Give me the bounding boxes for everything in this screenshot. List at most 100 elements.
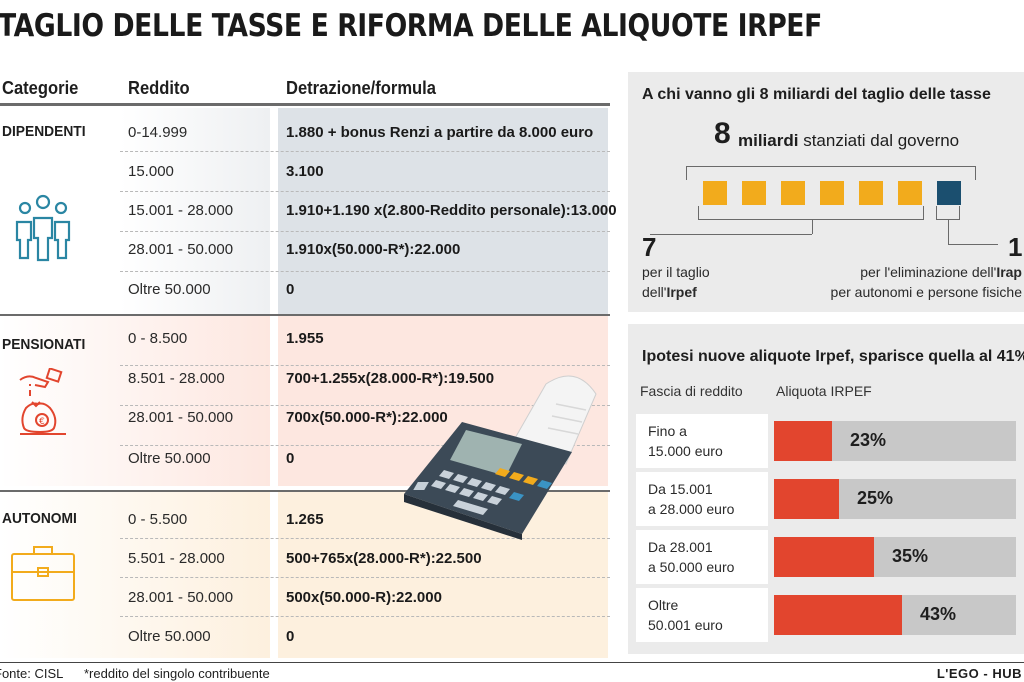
svg-text:€: €	[39, 417, 45, 427]
category-label: Fino a 15.000 euro	[636, 414, 768, 468]
reddito-cell: Oltre 50.000	[128, 628, 211, 645]
bar-track: 35%	[774, 537, 1016, 577]
x-axis-label: Fascia di reddito	[640, 383, 743, 399]
formula-column-bg-yellow	[278, 490, 608, 658]
section-autonomi: AUTONOMI 0 - 5.500 1.265 5.501 - 28.000 …	[0, 500, 610, 658]
bar	[774, 595, 902, 635]
formula-column-bg-blue	[278, 108, 608, 314]
irpef-note-line2: dell'Irpef	[642, 282, 710, 302]
table-row: 15.001 - 28.000 1.910+1.190 x(2.800-Redd…	[120, 192, 617, 232]
reddito-cell: 5.501 - 28.000	[128, 550, 225, 567]
total-description: stanziati dal governo	[803, 131, 960, 150]
money-bag-icon: €	[19, 368, 66, 435]
irap-note-bold: Irap	[996, 264, 1022, 280]
formula-cell: 1.910+1.190 x(2.800-Reddito personale):1…	[286, 202, 617, 219]
bar-track: 23%	[774, 421, 1016, 461]
table-row: Oltre 50.000 0	[120, 617, 610, 658]
table-row: 0 - 8.500 1.955	[120, 326, 610, 366]
bar-track: 43%	[774, 595, 1016, 635]
category-label: Da 28.001 a 50.000 euro	[636, 530, 768, 584]
irpef-bracket-stem	[812, 220, 813, 234]
people-icon	[15, 194, 71, 262]
irap-bracket	[936, 206, 960, 220]
table-row: Oltre 50.000 0	[120, 446, 610, 486]
reddito-cell: 15.001 - 28.000	[128, 202, 234, 219]
category-line: Oltre	[648, 597, 679, 613]
reddito-cell: 0-14.999	[128, 124, 188, 141]
formula-cell: 1.880 + bonus Renzi a partire da 8.000 e…	[286, 124, 594, 141]
table-row: 28.001 - 50.000 500x(50.000-R):22.000	[120, 578, 610, 617]
header-reddito: Reddito	[128, 78, 190, 98]
reddito-cell: 0 - 8.500	[128, 330, 188, 347]
irpef-square	[703, 181, 727, 205]
bar-value-label: 35%	[892, 546, 929, 566]
irpef-bracket-leader	[650, 234, 812, 235]
irpef-square	[781, 181, 805, 205]
brand-logo: L'EGO - HUB	[936, 666, 1022, 681]
reddito-column-bg-red	[0, 314, 270, 486]
reddito-cell: 8.501 - 28.000	[128, 370, 225, 387]
section-divider	[0, 490, 610, 492]
section-dipendenti: DIPENDENTI 0-14.999 1.880 + bonus Renzi …	[0, 112, 617, 312]
section-pensionati: PENSIONATI € 0 - 8.500 1.955 8.501 - 28.…	[0, 326, 610, 486]
formula-cell: 700+1.255x(28.000-R*):19.500	[286, 370, 495, 387]
formula-cell: 500x(50.000-R):22.000	[286, 589, 442, 606]
irpef-note-prefix: dell'	[642, 284, 667, 300]
total-unit: miliardi	[738, 131, 799, 150]
irap-note-prefix: per l'eliminazione dell'	[860, 264, 997, 280]
table-row: 15.000 3.100	[120, 152, 610, 192]
irpef-square	[859, 181, 883, 205]
irap-note: per l'eliminazione dell'Irap per autonom…	[828, 262, 1022, 302]
bar-value-label: 23%	[850, 430, 887, 450]
irpef-square	[898, 181, 922, 205]
category-label: Da 15.001 a 28.000 euro	[636, 472, 768, 526]
irap-bracket-stem	[948, 220, 949, 244]
irpef-bracket	[698, 206, 924, 220]
irap-note-line2: per autonomi e persone fisiche	[830, 284, 1022, 300]
header-categorie: Categorie	[2, 78, 79, 98]
table-row: 0 - 5.500 1.265	[120, 500, 610, 539]
irpef-note-line1: per il taglio	[642, 264, 710, 280]
bar	[774, 479, 839, 519]
allocation-title: A chi vanno gli 8 miliardi del taglio de…	[642, 86, 991, 103]
table-row: 0-14.999 1.880 + bonus Renzi a partire d…	[120, 112, 610, 152]
reddito-column-bg-yellow	[0, 490, 270, 658]
formula-cell: 0	[286, 281, 295, 298]
table-row: 8.501 - 28.000 700+1.255x(28.000-R*):19.…	[120, 366, 610, 406]
reddito-cell: 28.001 - 50.000	[128, 409, 234, 426]
source-note: Fonte: CISL	[0, 666, 64, 681]
reddito-cell: Oltre 50.000	[128, 281, 211, 298]
briefcase-icon	[11, 546, 75, 601]
category-text: Fino a 15.000 euro	[648, 421, 723, 461]
formula-cell: 1.265	[286, 511, 324, 528]
reddito-cell: 28.001 - 50.000	[128, 241, 234, 258]
formula-cell: 1.910x(50.000-R*):22.000	[286, 241, 461, 258]
section-divider	[0, 314, 610, 316]
category-line: 15.000 euro	[648, 443, 723, 459]
table-header: Categorie Reddito Detrazione/formula	[0, 74, 610, 106]
y-axis-label: Aliquota IRPEF	[776, 383, 872, 399]
total-text: miliardi stanziati dal governo	[738, 131, 959, 151]
category-line: Fino a	[648, 423, 687, 439]
category-text: Oltre 50.001 euro	[648, 595, 723, 635]
formula-cell: 500+765x(28.000-R*):22.500	[286, 550, 482, 567]
table-row: 28.001 - 50.000 700x(50.000-R*):22.000	[120, 406, 610, 446]
category-line: 50.001 euro	[648, 617, 723, 633]
formula-cell: 700x(50.000-R*):22.000	[286, 409, 448, 426]
irpef-square	[820, 181, 844, 205]
asterisk-note: *reddito del singolo contribuente	[84, 666, 270, 681]
bar-value-label: 43%	[920, 604, 957, 624]
chart-title: Ipotesi nuove aliquote Irpef, sparisce q…	[642, 348, 1024, 365]
table-row: Oltre 50.000 0	[120, 272, 610, 312]
section-label: DIPENDENTI	[2, 123, 86, 140]
irpef-note: per il taglio dell'Irpef	[642, 262, 710, 302]
reddito-cell: 15.000	[128, 163, 174, 180]
irpef-square	[742, 181, 766, 205]
irap-square	[937, 181, 961, 205]
irpef-value: 7	[642, 232, 657, 262]
formula-cell: 1.955	[286, 330, 324, 347]
reddito-cell: 28.001 - 50.000	[128, 589, 234, 606]
irap-bracket-leader	[948, 244, 998, 245]
irap-note-line1: per l'eliminazione dell'Irap	[828, 262, 1022, 282]
table-row: 28.001 - 50.000 1.910x(50.000-R*):22.000	[120, 232, 610, 272]
